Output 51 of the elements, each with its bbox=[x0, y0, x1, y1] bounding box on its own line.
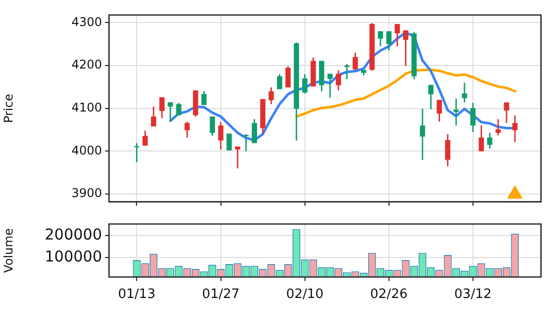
candlestick bbox=[445, 133, 450, 167]
candlestick bbox=[201, 90, 207, 106]
candlestick bbox=[378, 30, 384, 47]
candlestick bbox=[512, 114, 518, 143]
candlestick bbox=[327, 72, 333, 98]
x-tick-label: 03/12 bbox=[454, 287, 492, 302]
x-tick-label: 02/10 bbox=[286, 287, 324, 302]
y-tick-label: 3900 bbox=[71, 186, 102, 200]
candlestick bbox=[252, 118, 258, 144]
x-tick-label: 01/27 bbox=[202, 287, 240, 302]
candlestick bbox=[234, 146, 240, 170]
candlestick bbox=[496, 118, 501, 136]
candlestick bbox=[210, 116, 215, 137]
candlestick bbox=[268, 86, 274, 105]
candlestick bbox=[504, 102, 510, 124]
x-tick-label: 01/13 bbox=[118, 287, 156, 302]
candlestick bbox=[454, 98, 459, 126]
candlestick bbox=[436, 99, 442, 122]
candlestick bbox=[344, 63, 350, 80]
y-tick-label: 4200 bbox=[71, 58, 102, 72]
candlestick bbox=[184, 120, 190, 138]
y-tick-label: 100000 bbox=[44, 248, 102, 266]
y-tick-label: 4300 bbox=[71, 14, 102, 29]
candlestick bbox=[134, 142, 140, 163]
y-tick-label: 4100 bbox=[71, 100, 102, 115]
candlestick bbox=[218, 121, 224, 150]
candlestick bbox=[168, 101, 173, 122]
candlestick bbox=[462, 82, 468, 104]
y-axis-title: Volume bbox=[1, 228, 16, 273]
candlestick bbox=[386, 30, 392, 52]
candlestick bbox=[226, 132, 232, 152]
candlestick bbox=[285, 66, 291, 88]
candlestick bbox=[176, 102, 182, 116]
candlestick bbox=[336, 70, 342, 92]
candlestick bbox=[302, 73, 308, 94]
candlestick bbox=[403, 30, 408, 67]
candlestick bbox=[478, 124, 484, 152]
candlestick bbox=[150, 106, 156, 128]
candlestick bbox=[428, 84, 434, 110]
candlestick bbox=[159, 96, 165, 119]
candlestick bbox=[142, 130, 148, 146]
candlestick bbox=[352, 52, 358, 71]
candlestick bbox=[487, 132, 492, 150]
x-tick-label: 02/26 bbox=[370, 287, 408, 302]
y-axis-title: Price bbox=[1, 94, 16, 124]
y-tick-label: 4000 bbox=[71, 143, 102, 158]
candlestick bbox=[470, 102, 476, 133]
candlestick bbox=[420, 108, 426, 161]
candlestick bbox=[277, 73, 282, 90]
y-tick-label: 200000 bbox=[44, 225, 102, 244]
candlestick bbox=[394, 23, 400, 47]
